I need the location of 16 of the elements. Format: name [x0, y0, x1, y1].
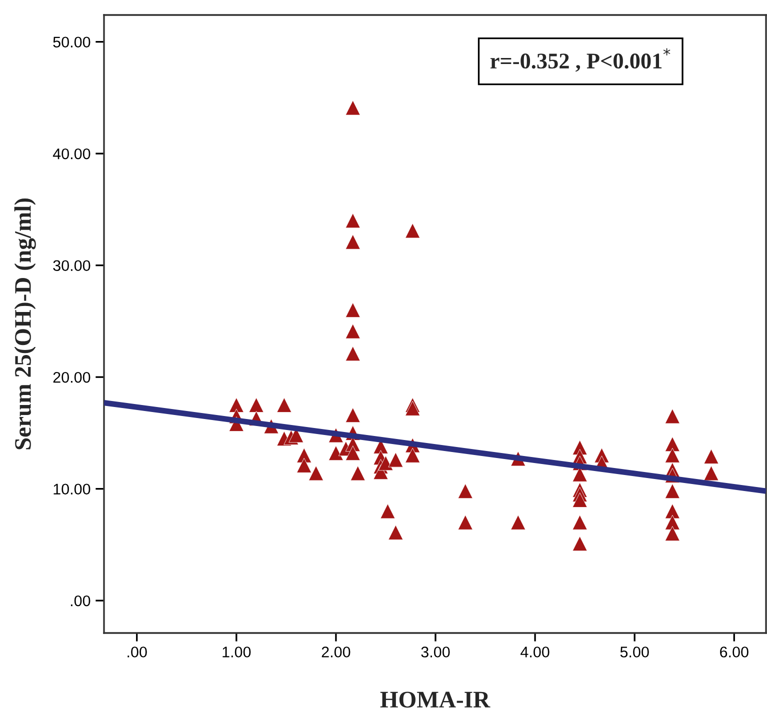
x-tick-label: .00	[128, 646, 147, 658]
y-tick-label: 10.00	[54, 484, 90, 495]
y-tick-label: .00	[70, 595, 90, 606]
x-tick-label: 6.00	[720, 646, 748, 658]
x-tick-label: 4.00	[520, 646, 550, 658]
y-tick-label: 30.00	[53, 260, 90, 272]
y-tick-label: 40.00	[52, 148, 90, 160]
y-tick-label: 50.00	[53, 36, 90, 48]
y-tick-label: 20.00	[53, 372, 90, 383]
x-axis-title: HOMA-IR	[380, 692, 490, 708]
y-axis-title: Serum 25(OH)-D (ng/ml)	[14, 198, 36, 450]
x-tick-label: 1.00	[222, 646, 251, 658]
x-tick-label: 2.00	[322, 646, 350, 658]
annotation: r=-0.352 , P<0.001$^{*}$	[490, 48, 670, 72]
x-tick-label: 5.00	[620, 646, 649, 658]
x-tick-label: 3.00	[421, 646, 450, 658]
